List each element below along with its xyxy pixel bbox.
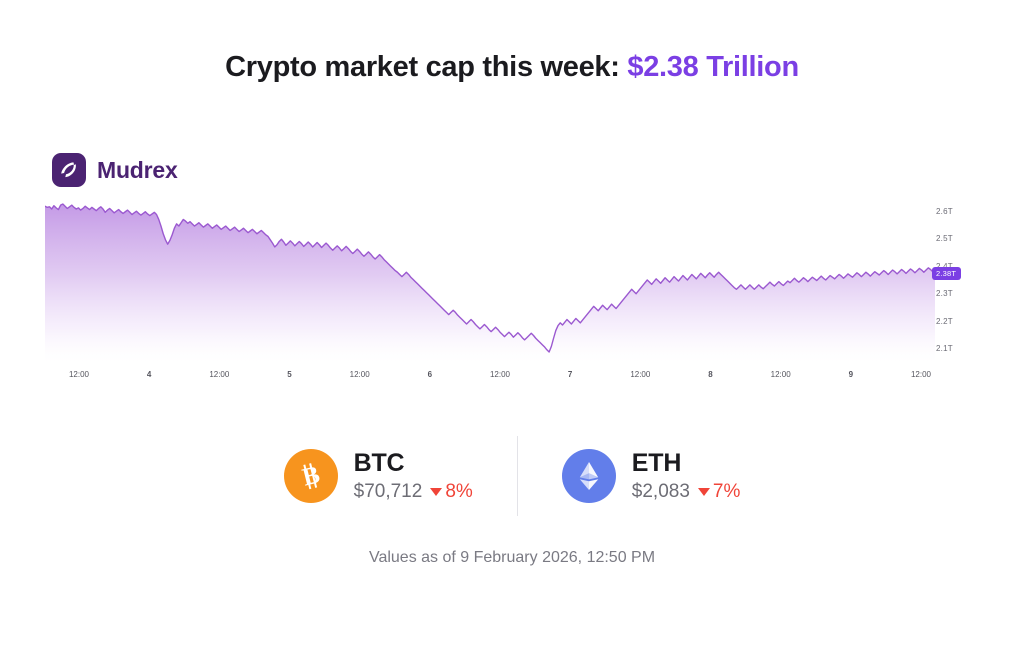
triangle-down-icon <box>697 488 710 496</box>
coin-change-eth: 7% <box>697 480 741 504</box>
x-tick-label: 12:00 <box>910 370 932 379</box>
y-tick-label: 2.4T <box>936 261 953 271</box>
mudrex-rocket-icon <box>52 153 86 187</box>
y-tick-label: 2.1T <box>936 344 953 354</box>
coin-change-btc: 8% <box>430 480 473 504</box>
coin-card-btc[interactable]: B BTC $70,712 8% <box>283 448 473 504</box>
market-cap-chart <box>45 198 935 363</box>
x-tick-label: 12:00 <box>630 370 651 379</box>
y-tick-label: 2.5T <box>936 234 953 244</box>
y-tick-label: 2.2T <box>936 316 953 326</box>
coin-stats-btc: $70,712 8% <box>354 480 473 504</box>
x-tick-label: 4 <box>146 370 152 379</box>
bitcoin-icon: B <box>283 449 338 503</box>
x-tick-label: 12:00 <box>770 370 791 379</box>
x-tick-label: 8 <box>708 370 713 379</box>
coin-summary-row: B BTC $70,712 8% <box>0 436 1024 516</box>
current-price-badge: 2.38T <box>932 267 962 281</box>
chart-canvas <box>45 203 935 363</box>
x-tick-label: 9 <box>848 370 854 379</box>
y-tick-label: 2.6T <box>936 206 953 216</box>
ethereum-icon <box>561 449 616 503</box>
coin-info-eth: ETH $2,083 7% <box>632 448 741 504</box>
chart-x-axis: 12:00 4 12:00 5 12:00 6 12:00 7 12:00 8 12:00 9 12:0… <box>45 369 935 383</box>
coin-card-eth[interactable]: ETH $2,083 7% <box>561 448 741 504</box>
page-title: Crypto market cap this week: $2.38 Trill… <box>0 48 1024 86</box>
values-timestamp: Values as of 9 February 2026, 12:50 PM <box>368 549 656 566</box>
x-tick-label: 7 <box>567 370 573 379</box>
brand-name: Mudrex <box>97 157 178 183</box>
x-tick-label: 6 <box>427 370 433 379</box>
coin-change-value-eth: 7% <box>712 481 741 502</box>
coin-symbol-btc: BTC <box>353 449 405 477</box>
brand-logo: Mudrex <box>52 153 178 187</box>
title-prefix: Crypto market cap this week: <box>225 51 620 83</box>
coin-info-btc: BTC $70,712 8% <box>354 448 473 504</box>
coin-divider <box>516 436 518 516</box>
x-tick-label: 5 <box>287 370 292 379</box>
x-tick-label: 12:00 <box>209 370 230 379</box>
x-tick-label: 12:00 <box>349 370 370 379</box>
coin-price-eth: $2,083 <box>631 481 690 502</box>
coin-stats-eth: $2,083 7% <box>632 480 741 504</box>
coin-change-value-btc: 8% <box>445 481 473 502</box>
coin-price-btc: $70,712 <box>353 481 423 502</box>
x-tick-label: 12:00 <box>489 370 511 379</box>
y-tick-label: 2.3T <box>936 289 953 299</box>
coin-symbol-eth: ETH <box>631 449 682 477</box>
chart-y-axis: 2.6T 2.5T 2.4T 2.3T 2.2T 2.1T 2.38T <box>932 198 1016 363</box>
triangle-down-icon <box>430 488 443 496</box>
title-value: $2.38 Trillion <box>627 51 799 83</box>
x-tick-label: 12:00 <box>68 370 90 379</box>
